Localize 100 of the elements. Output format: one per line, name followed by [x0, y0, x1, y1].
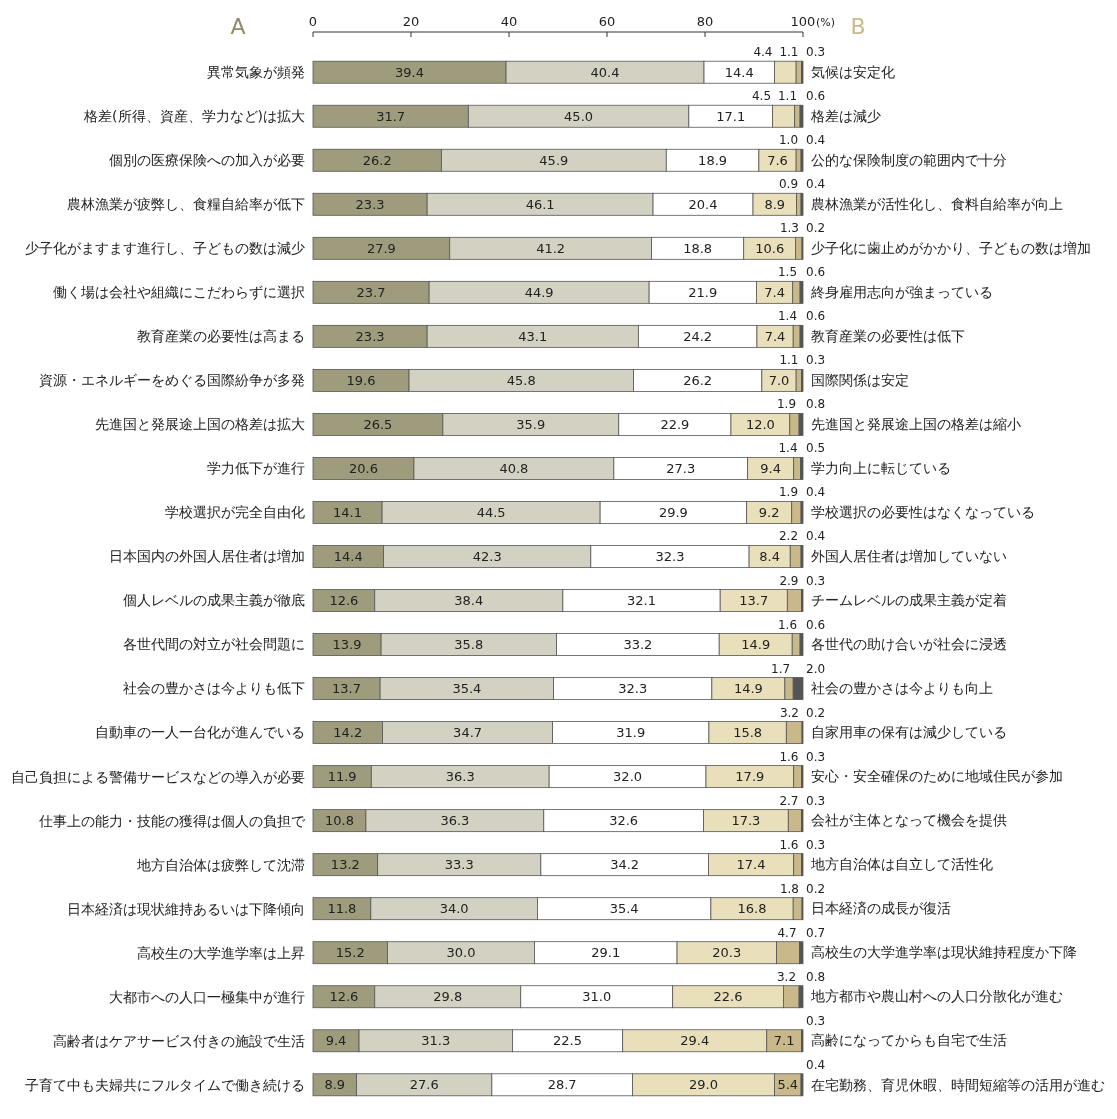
y2-tick-label: 公的な保険制度の範囲内で十分	[811, 151, 1007, 168]
data-label: 26.5	[363, 416, 393, 432]
data-label: 29.8	[433, 989, 463, 1005]
data-label: 0.7	[806, 925, 826, 940]
y2-tick-label: 社会の豊かさは今よりも向上	[811, 680, 993, 697]
data-label: 1.9	[778, 485, 799, 500]
data-label: 45.9	[539, 152, 569, 168]
data-label: 29.4	[680, 1033, 710, 1049]
data-label: 0.5	[806, 441, 826, 456]
data-label: 17.1	[716, 108, 746, 124]
y-tick-label: 日本経済は現状維持あるいは下降傾向	[67, 900, 305, 917]
y-tick-label: 格差(所得、資産、学力など)は拡大	[83, 108, 305, 125]
data-label: 40.8	[499, 460, 529, 476]
data-label: 0.3	[806, 749, 826, 764]
data-label: 8.4	[759, 549, 781, 565]
data-label: 31.9	[616, 725, 646, 741]
data-label: 14.4	[333, 549, 363, 565]
data-label: 13.7	[332, 681, 362, 697]
data-label: 44.9	[524, 284, 554, 300]
data-label: 18.9	[698, 152, 728, 168]
data-label: 2.7	[779, 793, 799, 808]
x-axis-title: (%)	[816, 16, 836, 29]
data-label: 12.6	[329, 593, 359, 609]
data-label: 32.0	[613, 769, 643, 785]
data-label: 24.2	[683, 328, 713, 344]
y-tick-label: 地方自治体は疲弊して沈滞	[136, 856, 305, 873]
y2-tick-label: 各世代の助け合いが社会に浸透	[811, 636, 1007, 653]
data-label: 16.8	[737, 901, 767, 917]
data-label: 0.3	[806, 573, 826, 588]
data-label: 26.2	[683, 372, 713, 388]
data-label: 8.9	[324, 1077, 346, 1093]
data-label: 1.8	[779, 881, 800, 896]
data-label: 39.4	[395, 64, 425, 80]
data-label: 46.1	[525, 196, 555, 212]
data-label: 0.2	[806, 881, 826, 896]
data-label: 33.3	[444, 857, 474, 873]
data-label: 18.8	[683, 240, 713, 256]
data-label: 10.6	[755, 240, 785, 256]
data-label: 1.3	[779, 221, 800, 236]
data-label: 7.4	[764, 284, 785, 300]
data-label: 35.4	[452, 681, 482, 697]
data-label: 2.9	[779, 573, 799, 588]
data-label: 28.7	[547, 1077, 577, 1093]
data-label: 7.1	[773, 1033, 795, 1049]
text: B	[850, 14, 866, 39]
data-label: 17.4	[736, 857, 766, 873]
data-label: 29.1	[591, 945, 621, 961]
data-label: 30.0	[446, 945, 476, 961]
data-label: 45.0	[564, 108, 594, 124]
data-label: 0.3	[806, 45, 826, 60]
y-tick-label: 自己負担による警備サービスなどの導入が必要	[11, 768, 305, 785]
data-label: 12.0	[745, 416, 775, 432]
data-label: 36.3	[440, 813, 470, 829]
data-label: 32.1	[627, 593, 657, 609]
y2-tick-label: 地方都市や農山村への人口分散化が進む	[810, 988, 1063, 1005]
data-label: 44.5	[476, 505, 506, 521]
data-label: 0.3	[806, 1013, 826, 1028]
data-label: 4.5	[751, 89, 772, 104]
data-label: 5.4	[777, 1077, 799, 1093]
data-label: 12.6	[329, 989, 359, 1005]
data-label: 11.9	[327, 769, 357, 785]
y2-tick-label: 安心・安全確保のために地域住民が参加	[811, 768, 1063, 785]
data-label: 23.3	[355, 196, 385, 212]
data-label: 0.4	[806, 133, 826, 148]
y-tick-label: 高校生の大学進学率は上昇	[137, 944, 305, 961]
data-label: 14.9	[733, 681, 763, 697]
data-label: 21.9	[688, 284, 718, 300]
data-label: 7.4	[764, 328, 786, 344]
y-tick-label: 個人レベルの成果主義が徹底	[123, 592, 305, 609]
data-label: 2.2	[778, 529, 799, 544]
data-label: 0.6	[806, 265, 826, 280]
data-label: 32.6	[609, 813, 639, 829]
y2-tick-label: 自家用車の保有は減少している	[811, 724, 1007, 741]
y-tick-label: 大都市への人口一極集中が進行	[109, 988, 305, 1005]
data-label: 3.2	[779, 705, 800, 720]
data-label: 9.4	[760, 460, 781, 476]
data-label: 4.7	[777, 925, 797, 940]
y-tick-label: 少子化がますます進行し、子どもの数は減少	[25, 240, 305, 257]
data-label: 38.4	[454, 593, 484, 609]
data-label: 31.0	[582, 989, 612, 1005]
y2-tick-label: 終身雇用志向が強まっている	[810, 284, 993, 301]
data-label: 3.2	[776, 969, 797, 984]
data-label: 0.3	[806, 793, 826, 808]
data-label: 1.4	[778, 441, 798, 456]
y2-tick-label: 学力向上に転じている	[811, 460, 951, 477]
data-label: 8.9	[764, 196, 786, 212]
data-label: 10.8	[324, 813, 354, 829]
data-label: 1.5	[777, 265, 798, 280]
y-tick-label: 異常気象が頻発	[207, 64, 305, 81]
data-label: 1.1	[779, 353, 799, 368]
y2-tick-label: 日本経済の成長が復活	[811, 900, 951, 917]
data-label: 13.7	[739, 593, 769, 609]
data-label: 0.6	[806, 89, 826, 104]
y-tick-label: 仕事上の能力・技能の獲得は個人の負担で	[38, 812, 306, 829]
data-label: 34.2	[610, 857, 640, 873]
y-tick-label: 各世代間の対立が社会問題に	[123, 636, 305, 653]
data-label: 17.3	[731, 813, 761, 829]
data-label: 43.1	[518, 328, 548, 344]
x-tick-label: 80	[696, 14, 714, 29]
y2-tick-label: 先進国と発展途上国の格差は縮小	[811, 416, 1021, 433]
